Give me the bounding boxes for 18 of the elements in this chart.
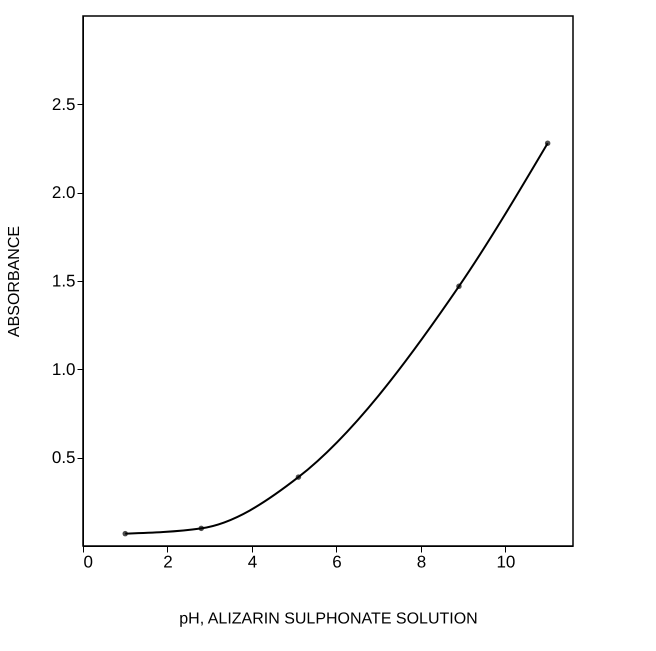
x-tick-label: 0 [84, 552, 93, 572]
x-axis-title: pH, ALIZARIN SULPHONATE SOLUTION [179, 610, 478, 628]
y-tick-label: 0.5 [52, 448, 76, 468]
point [544, 140, 550, 146]
y-tick-label: 1.0 [52, 360, 76, 379]
y-tick-label: 2.5 [52, 94, 76, 114]
point [198, 526, 204, 532]
y-tick-label: 1.5 [52, 272, 76, 290]
y-axis-title: ABSORBANCE [6, 226, 23, 338]
x-tick-label: 10 [496, 552, 516, 572]
point [456, 284, 462, 290]
y-tick-label: 2.0 [52, 183, 76, 202]
x-tick-label: 8 [416, 552, 426, 572]
x-tick-label: 4 [248, 552, 258, 572]
point [122, 530, 128, 536]
point [296, 474, 302, 480]
x-tick-label: 2 [163, 552, 173, 572]
x-tick-label: 6 [332, 552, 342, 572]
